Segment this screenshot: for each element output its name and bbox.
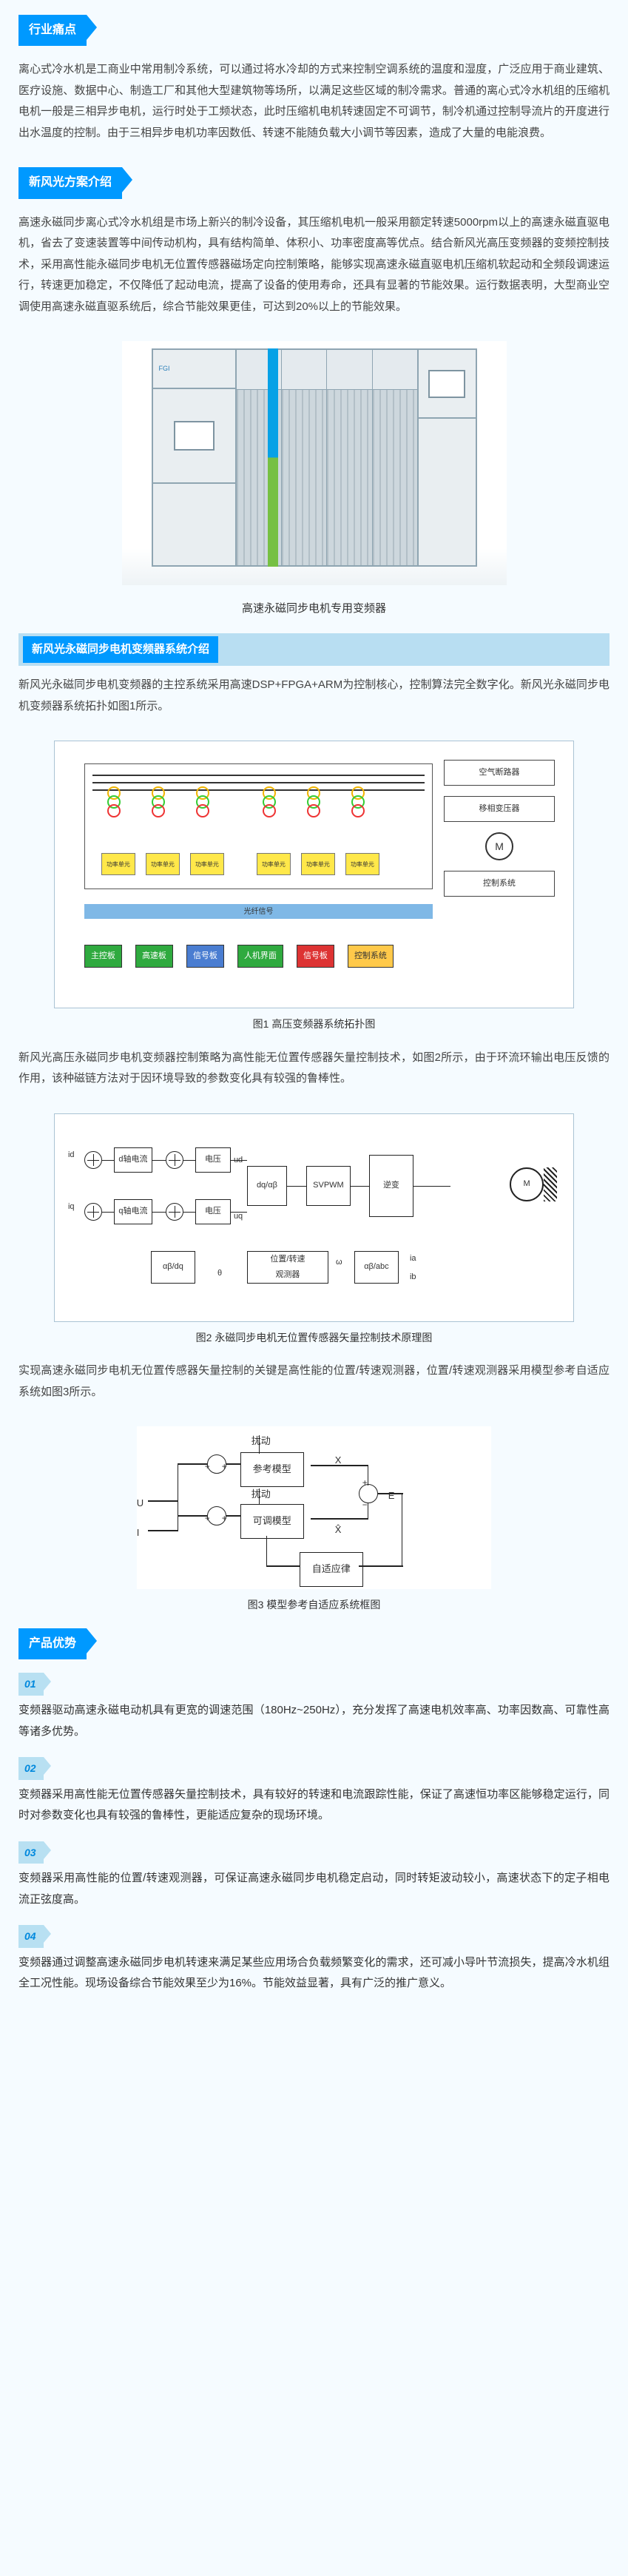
- cabinet-door: [282, 350, 327, 565]
- diag3-block: 自适应律: [300, 1552, 363, 1587]
- diag2-block: 位置/转速 观测器: [247, 1251, 328, 1284]
- para-3-text: 实现高速永磁同步电机无位置传感器矢量控制的关键是高性能的位置/转速观测器，位置/…: [18, 1361, 610, 1403]
- diag2-block: αβ/dq: [151, 1251, 195, 1284]
- diag3-label: E: [388, 1487, 395, 1506]
- solution-body: 高速永磁同步离心式冷水机组是市场上新兴的制冷设备，其压缩机电机一般采用额定转速5…: [18, 212, 610, 318]
- advantage-text: 变频器通过调整高速永磁同步电机转速来满足某些应用场合负载频繁变化的需求，还可减小…: [18, 1952, 610, 1995]
- diag2-label: ia: [410, 1251, 416, 1267]
- system-subheader: 新风光永磁同步电机变频器系统介绍: [18, 633, 610, 667]
- diag1-ctrl-box: 高速板: [135, 945, 173, 968]
- diag2-block: d轴电流: [114, 1147, 152, 1173]
- summing-node-icon: +−: [359, 1484, 378, 1503]
- summing-node-icon: [84, 1203, 102, 1221]
- summing-node-icon: [84, 1151, 102, 1169]
- advantage-item: 03 变频器采用高性能的位置/转速观测器，可保证高速永磁同步电机稳定启动，同时转…: [18, 1841, 610, 1911]
- diag2-motor-icon: M: [510, 1167, 544, 1201]
- diag2-label: iq: [68, 1199, 75, 1215]
- advantage-text: 变频器驱动高速永磁电动机具有更宽的调速范围（180Hz~250Hz），充分发挥了…: [18, 1700, 610, 1742]
- diag2-label: id: [68, 1147, 75, 1163]
- power-cell: 功率单元: [190, 853, 224, 875]
- advantage-num: 03: [18, 1841, 44, 1864]
- diagram-1: 功率单元 功率单元 功率单元 功率单元 功率单元 功率单元 空气断路器 移相变压…: [54, 741, 574, 1008]
- para-2-text: 新风光高压永磁同步电机变频器控制策略为高性能无位置传感器矢量控制技术，如图2所示…: [18, 1048, 610, 1090]
- cabinet-door: [373, 350, 417, 565]
- power-cell: 功率单元: [301, 853, 335, 875]
- solution-text: 高速永磁同步离心式冷水机组是市场上新兴的制冷设备，其压缩机电机一般采用额定转速5…: [18, 212, 610, 318]
- advantage-item: 04 变频器通过调整高速永磁同步电机转速来满足某些应用场合负载频繁变化的需求，还…: [18, 1925, 610, 1995]
- advantage-text: 变频器采用高性能无位置传感器矢量控制技术，具有较好的转速和电流跟踪性能，保证了高…: [18, 1784, 610, 1827]
- diag2-block: 逆变: [369, 1155, 413, 1217]
- diag1-ctrl-box: 人机界面: [237, 945, 283, 968]
- diag1-bus-label: 光纤信号: [84, 904, 433, 919]
- diag2-block: 电压: [195, 1147, 231, 1173]
- diagram-1-caption: 图1 高压变频器系统拓扑图: [18, 1014, 610, 1034]
- diag3-label: I: [137, 1524, 140, 1542]
- diag3-label: X̂: [335, 1521, 342, 1540]
- product-image: FGI 高速永磁同步电机专用变频器: [18, 341, 610, 620]
- para-3: 实现高速永磁同步电机无位置传感器矢量控制的关键是高性能的位置/转速观测器，位置/…: [18, 1361, 610, 1403]
- diag1-ctrl-box: 信号板: [186, 945, 224, 968]
- summing-node-icon: ++: [207, 1454, 226, 1474]
- power-cell: 功率单元: [101, 853, 135, 875]
- product-caption: 高速永磁同步电机专用变频器: [242, 599, 386, 620]
- section-tag-solution: 新风光方案介绍: [18, 167, 122, 198]
- diag3-label: U: [137, 1494, 144, 1513]
- advantage-num: 04: [18, 1925, 44, 1948]
- power-cell: 功率单元: [257, 853, 291, 875]
- diag1-right-box: 移相变压器: [444, 796, 555, 822]
- system-intro: 新风光永磁同步电机变频器的主控系统采用高速DSP+FPGA+ARM为控制核心，控…: [18, 675, 610, 717]
- summing-node-icon: ++: [207, 1506, 226, 1525]
- cabinet-small-screen: [174, 421, 215, 451]
- cabinet-illustration: FGI: [122, 341, 507, 585]
- section-tag-advantages: 产品优势: [18, 1628, 87, 1659]
- advantage-text: 变频器采用高性能的位置/转速观测器，可保证高速永磁同步电机稳定启动，同时转矩波动…: [18, 1868, 610, 1910]
- diag1-motor-icon: M: [485, 832, 513, 860]
- painpoint-body: 离心式冷水机是工商业中常用制冷系统，可以通过将水冷却的方式来控制空调系统的温度和…: [18, 59, 610, 144]
- advantage-item: 02 变频器采用高性能无位置传感器矢量控制技术，具有较好的转速和电流跟踪性能，保…: [18, 1757, 610, 1827]
- advantage-item: 01 变频器驱动高速永磁电动机具有更宽的调速范围（180Hz~250Hz），充分…: [18, 1673, 610, 1742]
- diag2-block: SVPWM: [306, 1166, 351, 1206]
- diag2-label: ib: [410, 1270, 416, 1285]
- diag2-label: θ: [217, 1266, 222, 1281]
- diag2-block: αβ/abc: [354, 1251, 399, 1284]
- diagram-3: U I 扰动 扰动 ++ ++ 参考模型 可调模型 自适应律 +− X X̂ E: [137, 1426, 491, 1589]
- diag1-ctrl-box: 信号板: [297, 945, 334, 968]
- diagram-3-caption: 图3 模型参考自适应系统框图: [18, 1595, 610, 1615]
- cabinet-stripe: [268, 348, 278, 567]
- para-2: 新风光高压永磁同步电机变频器控制策略为高性能无位置传感器矢量控制技术，如图2所示…: [18, 1048, 610, 1090]
- diag2-block: q轴电流: [114, 1199, 152, 1224]
- advantage-num: 02: [18, 1757, 44, 1780]
- hatch-icon: [544, 1167, 557, 1201]
- diag3-label: 扰动: [251, 1432, 271, 1451]
- system-subheader-label: 新风光永磁同步电机变频器系统介绍: [23, 636, 218, 664]
- diag1-breaker-label: 空气断路器: [444, 760, 555, 786]
- diag2-block: 电压: [195, 1199, 231, 1224]
- diag3-label: X: [335, 1451, 342, 1470]
- diag3-block: 参考模型: [240, 1452, 304, 1487]
- system-intro-text: 新风光永磁同步电机变频器的主控系统采用高速DSP+FPGA+ARM为控制核心，控…: [18, 675, 610, 717]
- diag1-right-box: 控制系统: [444, 871, 555, 897]
- diag3-label: 扰动: [251, 1486, 271, 1504]
- painpoint-text: 离心式冷水机是工商业中常用制冷系统，可以通过将水冷却的方式来控制空调系统的温度和…: [18, 59, 610, 144]
- cabinet-right-screen: [428, 370, 465, 398]
- diagram-2-caption: 图2 永磁同步电机无位置传感器矢量控制技术原理图: [18, 1328, 610, 1348]
- advantage-num: 01: [18, 1673, 44, 1696]
- diag2-block: dq/αβ: [247, 1166, 287, 1206]
- diag1-ctrl-box: 控制系统: [348, 945, 394, 968]
- diagram-2: d轴电流 q轴电流 电压 电压 dq/αβ SVPWM 逆变 M 位置/转速 观…: [54, 1113, 574, 1322]
- power-cell: 功率单元: [345, 853, 379, 875]
- section-tag-painpoint: 行业痛点: [18, 15, 87, 46]
- cabinet-door: [327, 350, 372, 565]
- power-cell: 功率单元: [146, 853, 180, 875]
- summing-node-icon: [166, 1203, 183, 1221]
- cabinet-brand-label: FGI: [153, 350, 235, 388]
- diag1-ctrl-box: 主控板: [84, 945, 122, 968]
- diag2-label: ω: [336, 1255, 342, 1270]
- summing-node-icon: [166, 1151, 183, 1169]
- diag3-block: 可调模型: [240, 1504, 304, 1539]
